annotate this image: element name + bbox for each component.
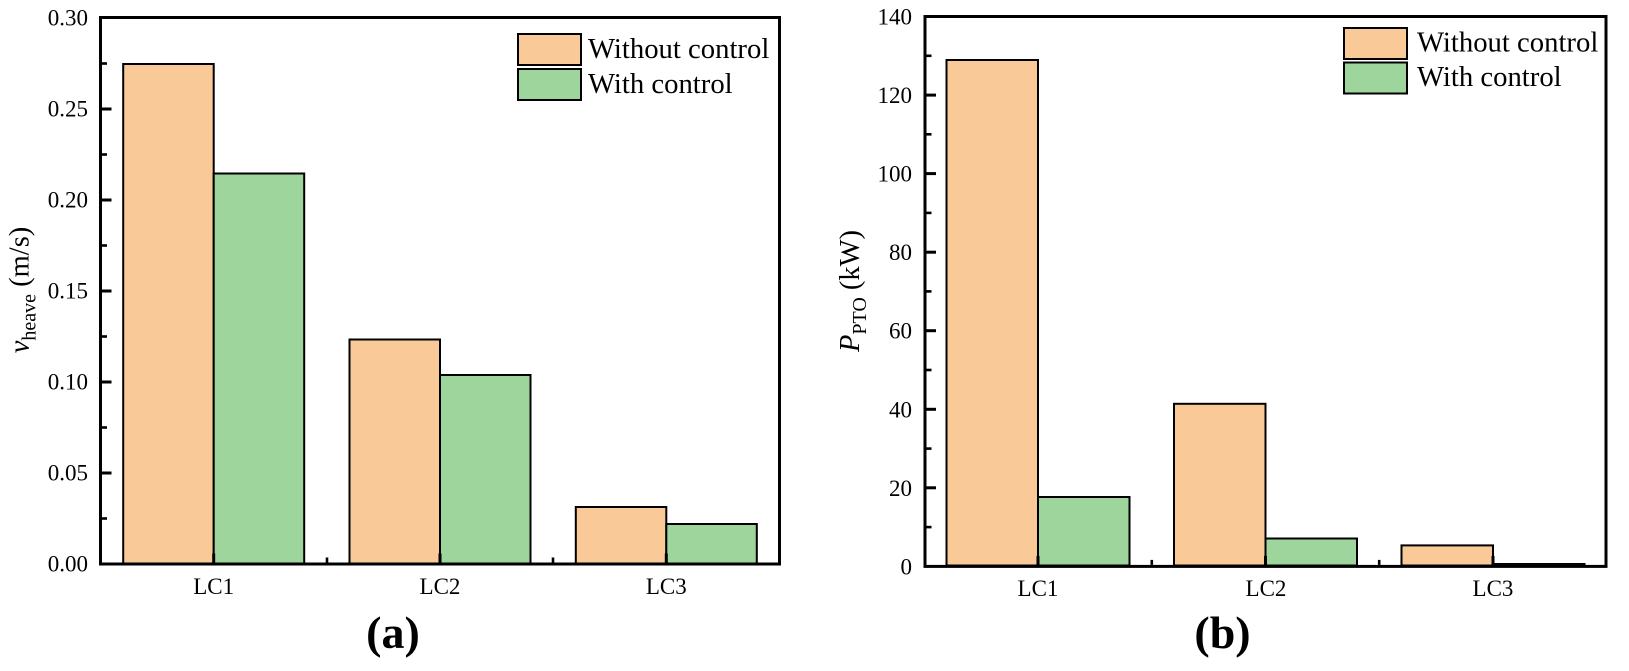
svg-text:LC1: LC1 bbox=[193, 574, 234, 599]
svg-text:80: 80 bbox=[889, 240, 912, 265]
svg-text:60: 60 bbox=[889, 319, 912, 344]
svg-text:0.10: 0.10 bbox=[48, 370, 88, 395]
svg-text:0: 0 bbox=[901, 554, 913, 579]
svg-text:100: 100 bbox=[878, 162, 913, 187]
svg-text:LC2: LC2 bbox=[1246, 576, 1287, 601]
svg-text:Without control: Without control bbox=[588, 33, 769, 65]
svg-text:120: 120 bbox=[878, 83, 913, 108]
svg-text:140: 140 bbox=[878, 5, 913, 30]
svg-text:40: 40 bbox=[889, 397, 912, 422]
svg-text:0.15: 0.15 bbox=[48, 279, 88, 304]
svg-text:0.30: 0.30 bbox=[48, 6, 88, 31]
svg-text:LC1: LC1 bbox=[1018, 576, 1059, 601]
svg-text:LC3: LC3 bbox=[646, 574, 687, 599]
svg-text:0.05: 0.05 bbox=[48, 461, 88, 486]
svg-text:0.25: 0.25 bbox=[48, 97, 88, 122]
svg-text:With control: With control bbox=[588, 68, 733, 100]
svg-text:PPTO (kW): PPTO (kW) bbox=[835, 230, 871, 353]
svg-text:20: 20 bbox=[889, 476, 912, 501]
svg-text:Without control: Without control bbox=[1417, 27, 1598, 59]
svg-text:0.20: 0.20 bbox=[48, 188, 88, 213]
svg-text:vheave (m/s): vheave (m/s) bbox=[5, 227, 41, 354]
svg-text:(b): (b) bbox=[1194, 607, 1250, 658]
svg-text:LC2: LC2 bbox=[420, 574, 461, 599]
svg-text:LC3: LC3 bbox=[1473, 576, 1514, 601]
svg-text:With control: With control bbox=[1417, 61, 1562, 93]
svg-text:(a): (a) bbox=[366, 607, 420, 658]
svg-text:0.00: 0.00 bbox=[48, 552, 88, 577]
